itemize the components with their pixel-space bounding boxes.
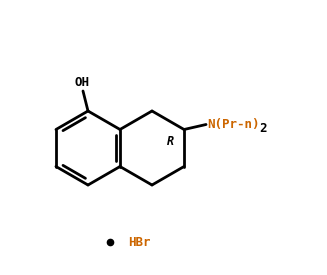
Text: HBr: HBr (128, 235, 150, 249)
Text: N(Pr-n): N(Pr-n) (207, 118, 260, 131)
Text: OH: OH (75, 76, 90, 89)
Text: R: R (166, 135, 174, 148)
Text: 2: 2 (259, 122, 267, 135)
